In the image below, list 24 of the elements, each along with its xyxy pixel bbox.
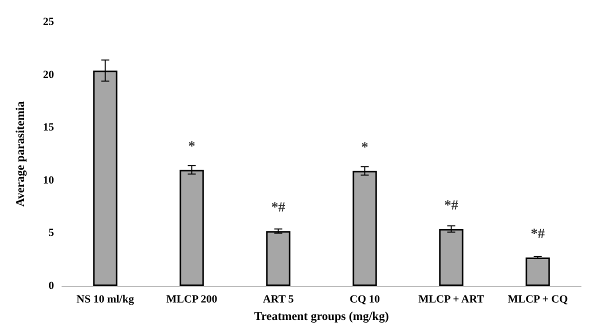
annotation: *	[188, 139, 196, 154]
bar	[266, 231, 290, 286]
x-axis-title: Treatment groups (mg/kg)	[254, 309, 389, 323]
x-tick-label: CQ 10	[350, 294, 380, 306]
annotation: *#	[530, 226, 545, 242]
y-tick-label: 10	[43, 174, 54, 186]
annotation: *#	[444, 198, 458, 214]
x-tick-label: ART 5	[262, 294, 294, 306]
annotation: *#	[271, 200, 286, 216]
annotation: *	[361, 140, 368, 156]
y-tick-label: 5	[48, 227, 54, 240]
x-tick-label: MLCP + CQ	[508, 294, 568, 306]
bar	[526, 257, 550, 286]
bar	[180, 170, 204, 286]
y-axis-title: Average parasitemia	[13, 101, 27, 207]
y-tick-label: 15	[43, 122, 54, 134]
x-tick-label: MLCP 200	[166, 294, 218, 306]
x-tick-label: NS 10 ml/kg	[76, 294, 134, 306]
bar	[439, 228, 464, 286]
y-tick-label: 20	[43, 68, 54, 81]
x-tick-label: MLCP + ART	[418, 294, 485, 306]
bar	[352, 170, 377, 286]
y-tick-label: 25	[43, 16, 54, 28]
y-tick-label: 0	[48, 280, 54, 292]
